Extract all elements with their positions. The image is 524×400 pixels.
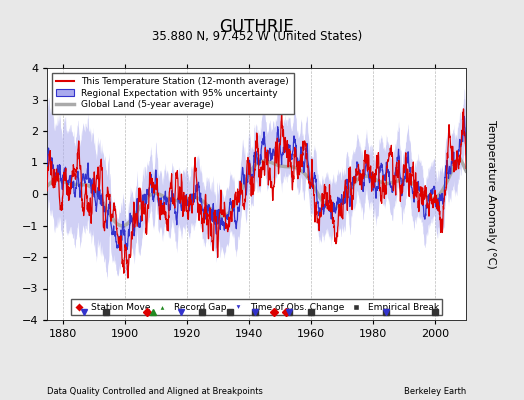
Text: Berkeley Earth: Berkeley Earth bbox=[404, 387, 466, 396]
Legend: Station Move, Record Gap, Time of Obs. Change, Empirical Break: Station Move, Record Gap, Time of Obs. C… bbox=[71, 299, 442, 316]
Y-axis label: Temperature Anomaly (°C): Temperature Anomaly (°C) bbox=[486, 120, 496, 268]
Text: 35.880 N, 97.452 W (United States): 35.880 N, 97.452 W (United States) bbox=[151, 30, 362, 43]
Text: GUTHRIE: GUTHRIE bbox=[220, 18, 294, 36]
Text: Data Quality Controlled and Aligned at Breakpoints: Data Quality Controlled and Aligned at B… bbox=[47, 387, 263, 396]
